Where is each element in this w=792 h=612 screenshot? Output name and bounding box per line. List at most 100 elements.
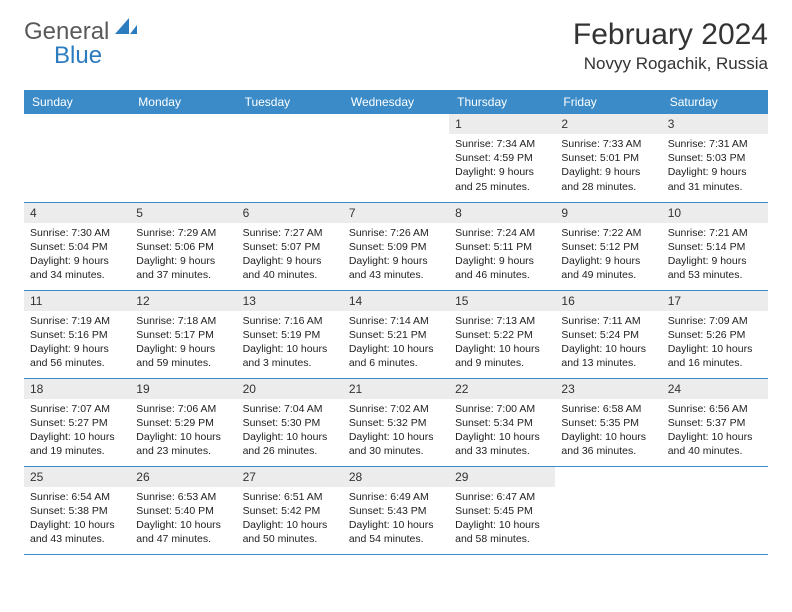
- day-number: 14: [343, 291, 449, 311]
- day-number: [343, 114, 449, 134]
- day-number: 3: [662, 114, 768, 134]
- day-number: 21: [343, 379, 449, 399]
- day-number: 18: [24, 379, 130, 399]
- calendar-day-cell: 15Sunrise: 7:13 AMSunset: 5:22 PMDayligh…: [449, 290, 555, 378]
- calendar-dayhead: Thursday: [449, 90, 555, 114]
- day-number: 5: [130, 203, 236, 223]
- day-info: Sunrise: 6:58 AMSunset: 5:35 PMDaylight:…: [555, 399, 661, 463]
- day-info: Sunrise: 7:04 AMSunset: 5:30 PMDaylight:…: [237, 399, 343, 463]
- calendar-dayhead: Monday: [130, 90, 236, 114]
- day-info: Sunrise: 7:06 AMSunset: 5:29 PMDaylight:…: [130, 399, 236, 463]
- calendar-dayhead: Wednesday: [343, 90, 449, 114]
- page-title: February 2024: [573, 18, 768, 52]
- calendar-day-cell: 20Sunrise: 7:04 AMSunset: 5:30 PMDayligh…: [237, 378, 343, 466]
- calendar-day-cell: 13Sunrise: 7:16 AMSunset: 5:19 PMDayligh…: [237, 290, 343, 378]
- day-number: 19: [130, 379, 236, 399]
- calendar-day-cell: 4Sunrise: 7:30 AMSunset: 5:04 PMDaylight…: [24, 202, 130, 290]
- day-info: Sunrise: 7:22 AMSunset: 5:12 PMDaylight:…: [555, 223, 661, 287]
- day-number: 9: [555, 203, 661, 223]
- calendar-dayhead: Sunday: [24, 90, 130, 114]
- calendar-day-cell: 5Sunrise: 7:29 AMSunset: 5:06 PMDaylight…: [130, 202, 236, 290]
- calendar-dayhead: Saturday: [662, 90, 768, 114]
- day-number: 24: [662, 379, 768, 399]
- day-info: Sunrise: 7:09 AMSunset: 5:26 PMDaylight:…: [662, 311, 768, 375]
- calendar-day-cell: 16Sunrise: 7:11 AMSunset: 5:24 PMDayligh…: [555, 290, 661, 378]
- title-block: February 2024 Novyy Rogachik, Russia: [573, 18, 768, 74]
- day-info: Sunrise: 6:56 AMSunset: 5:37 PMDaylight:…: [662, 399, 768, 463]
- calendar-day-cell: 9Sunrise: 7:22 AMSunset: 5:12 PMDaylight…: [555, 202, 661, 290]
- calendar-day-cell: 22Sunrise: 7:00 AMSunset: 5:34 PMDayligh…: [449, 378, 555, 466]
- day-info: Sunrise: 7:16 AMSunset: 5:19 PMDaylight:…: [237, 311, 343, 375]
- day-number: [662, 467, 768, 487]
- calendar-day-cell: 26Sunrise: 6:53 AMSunset: 5:40 PMDayligh…: [130, 466, 236, 554]
- day-info: Sunrise: 7:34 AMSunset: 4:59 PMDaylight:…: [449, 134, 555, 198]
- location-label: Novyy Rogachik, Russia: [573, 54, 768, 74]
- day-info: Sunrise: 7:13 AMSunset: 5:22 PMDaylight:…: [449, 311, 555, 375]
- day-number: [237, 114, 343, 134]
- day-number: 10: [662, 203, 768, 223]
- day-number: 11: [24, 291, 130, 311]
- day-info: Sunrise: 6:47 AMSunset: 5:45 PMDaylight:…: [449, 487, 555, 551]
- day-number: 16: [555, 291, 661, 311]
- calendar-day-cell: 27Sunrise: 6:51 AMSunset: 5:42 PMDayligh…: [237, 466, 343, 554]
- calendar-dayhead: Friday: [555, 90, 661, 114]
- day-number: 12: [130, 291, 236, 311]
- day-number: 29: [449, 467, 555, 487]
- calendar-day-cell: 3Sunrise: 7:31 AMSunset: 5:03 PMDaylight…: [662, 114, 768, 202]
- calendar-day-cell: [24, 114, 130, 202]
- calendar-day-cell: [237, 114, 343, 202]
- calendar-week-row: 4Sunrise: 7:30 AMSunset: 5:04 PMDaylight…: [24, 202, 768, 290]
- day-info: Sunrise: 7:11 AMSunset: 5:24 PMDaylight:…: [555, 311, 661, 375]
- calendar-day-cell: 6Sunrise: 7:27 AMSunset: 5:07 PMDaylight…: [237, 202, 343, 290]
- calendar-day-cell: 29Sunrise: 6:47 AMSunset: 5:45 PMDayligh…: [449, 466, 555, 554]
- calendar-day-cell: 10Sunrise: 7:21 AMSunset: 5:14 PMDayligh…: [662, 202, 768, 290]
- day-number: 23: [555, 379, 661, 399]
- day-number: 26: [130, 467, 236, 487]
- day-info: Sunrise: 7:07 AMSunset: 5:27 PMDaylight:…: [24, 399, 130, 463]
- day-number: 17: [662, 291, 768, 311]
- calendar-dayhead: Tuesday: [237, 90, 343, 114]
- day-info: Sunrise: 6:53 AMSunset: 5:40 PMDaylight:…: [130, 487, 236, 551]
- day-number: 28: [343, 467, 449, 487]
- calendar-day-cell: 2Sunrise: 7:33 AMSunset: 5:01 PMDaylight…: [555, 114, 661, 202]
- day-number: 22: [449, 379, 555, 399]
- calendar-day-cell: 12Sunrise: 7:18 AMSunset: 5:17 PMDayligh…: [130, 290, 236, 378]
- calendar-day-cell: 7Sunrise: 7:26 AMSunset: 5:09 PMDaylight…: [343, 202, 449, 290]
- day-info: Sunrise: 7:24 AMSunset: 5:11 PMDaylight:…: [449, 223, 555, 287]
- calendar-day-cell: 21Sunrise: 7:02 AMSunset: 5:32 PMDayligh…: [343, 378, 449, 466]
- day-number: [555, 467, 661, 487]
- day-info: Sunrise: 7:02 AMSunset: 5:32 PMDaylight:…: [343, 399, 449, 463]
- day-number: 27: [237, 467, 343, 487]
- day-info: Sunrise: 7:33 AMSunset: 5:01 PMDaylight:…: [555, 134, 661, 198]
- day-number: 7: [343, 203, 449, 223]
- calendar-day-cell: 25Sunrise: 6:54 AMSunset: 5:38 PMDayligh…: [24, 466, 130, 554]
- day-number: 15: [449, 291, 555, 311]
- calendar-day-cell: 24Sunrise: 6:56 AMSunset: 5:37 PMDayligh…: [662, 378, 768, 466]
- day-number: 6: [237, 203, 343, 223]
- calendar-day-cell: 19Sunrise: 7:06 AMSunset: 5:29 PMDayligh…: [130, 378, 236, 466]
- day-info: Sunrise: 6:49 AMSunset: 5:43 PMDaylight:…: [343, 487, 449, 551]
- day-info: Sunrise: 6:54 AMSunset: 5:38 PMDaylight:…: [24, 487, 130, 551]
- brand-sail-icon: [115, 16, 137, 41]
- calendar-day-cell: [662, 466, 768, 554]
- brand-word-2: Blue: [54, 42, 102, 70]
- calendar-day-cell: 8Sunrise: 7:24 AMSunset: 5:11 PMDaylight…: [449, 202, 555, 290]
- page-header: General Blue February 2024 Novyy Rogachi…: [0, 0, 792, 82]
- calendar-table: SundayMondayTuesdayWednesdayThursdayFrid…: [24, 90, 768, 555]
- day-number: [130, 114, 236, 134]
- calendar-day-cell: [130, 114, 236, 202]
- calendar-day-cell: [343, 114, 449, 202]
- day-info: Sunrise: 6:51 AMSunset: 5:42 PMDaylight:…: [237, 487, 343, 551]
- day-info: Sunrise: 7:27 AMSunset: 5:07 PMDaylight:…: [237, 223, 343, 287]
- calendar-day-cell: 28Sunrise: 6:49 AMSunset: 5:43 PMDayligh…: [343, 466, 449, 554]
- calendar-day-cell: 14Sunrise: 7:14 AMSunset: 5:21 PMDayligh…: [343, 290, 449, 378]
- calendar-day-cell: 17Sunrise: 7:09 AMSunset: 5:26 PMDayligh…: [662, 290, 768, 378]
- day-number: 25: [24, 467, 130, 487]
- day-info: Sunrise: 7:21 AMSunset: 5:14 PMDaylight:…: [662, 223, 768, 287]
- day-number: [24, 114, 130, 134]
- calendar-week-row: 25Sunrise: 6:54 AMSunset: 5:38 PMDayligh…: [24, 466, 768, 554]
- day-info: Sunrise: 7:18 AMSunset: 5:17 PMDaylight:…: [130, 311, 236, 375]
- calendar-day-cell: 1Sunrise: 7:34 AMSunset: 4:59 PMDaylight…: [449, 114, 555, 202]
- calendar-day-cell: [555, 466, 661, 554]
- calendar-week-row: 11Sunrise: 7:19 AMSunset: 5:16 PMDayligh…: [24, 290, 768, 378]
